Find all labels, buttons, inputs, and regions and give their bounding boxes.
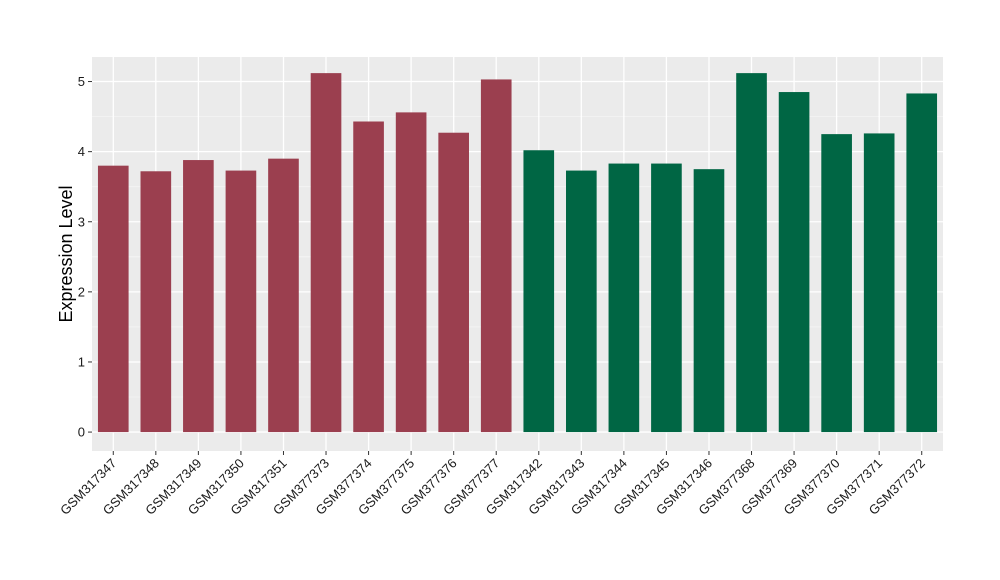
bar bbox=[608, 163, 640, 433]
y-axis-title: Expression Level bbox=[56, 185, 76, 322]
bar bbox=[778, 92, 810, 433]
bar bbox=[651, 163, 682, 433]
bar bbox=[310, 73, 342, 433]
bar bbox=[225, 170, 257, 433]
y-tick-label: 1 bbox=[78, 354, 85, 369]
bar bbox=[395, 112, 427, 433]
y-tick-label: 5 bbox=[78, 74, 85, 89]
bar bbox=[140, 171, 172, 433]
y-tick-label: 2 bbox=[78, 284, 85, 299]
bar bbox=[736, 73, 767, 433]
bar bbox=[863, 133, 895, 433]
y-tick-label: 4 bbox=[78, 144, 85, 159]
bar bbox=[480, 79, 512, 433]
bar bbox=[693, 169, 725, 433]
bar bbox=[353, 121, 384, 433]
bar bbox=[566, 170, 597, 433]
bar bbox=[268, 158, 299, 433]
bars bbox=[97, 73, 938, 433]
bar bbox=[821, 134, 852, 433]
bar bbox=[97, 165, 129, 433]
x-axis: GSM317347GSM317348GSM317349GSM317350GSM3… bbox=[57, 451, 928, 518]
y-tick-label: 3 bbox=[78, 214, 85, 229]
bar bbox=[183, 160, 214, 433]
bar bbox=[523, 150, 555, 433]
y-axis: 0 1 2 3 4 5 bbox=[78, 74, 92, 440]
plot-panel bbox=[92, 57, 943, 451]
bar bbox=[438, 132, 469, 433]
y-tick-label: 0 bbox=[78, 425, 85, 440]
bar bbox=[906, 93, 938, 433]
